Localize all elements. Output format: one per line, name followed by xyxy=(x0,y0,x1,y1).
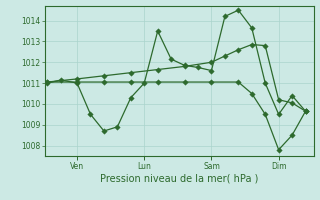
X-axis label: Pression niveau de la mer( hPa ): Pression niveau de la mer( hPa ) xyxy=(100,173,258,183)
